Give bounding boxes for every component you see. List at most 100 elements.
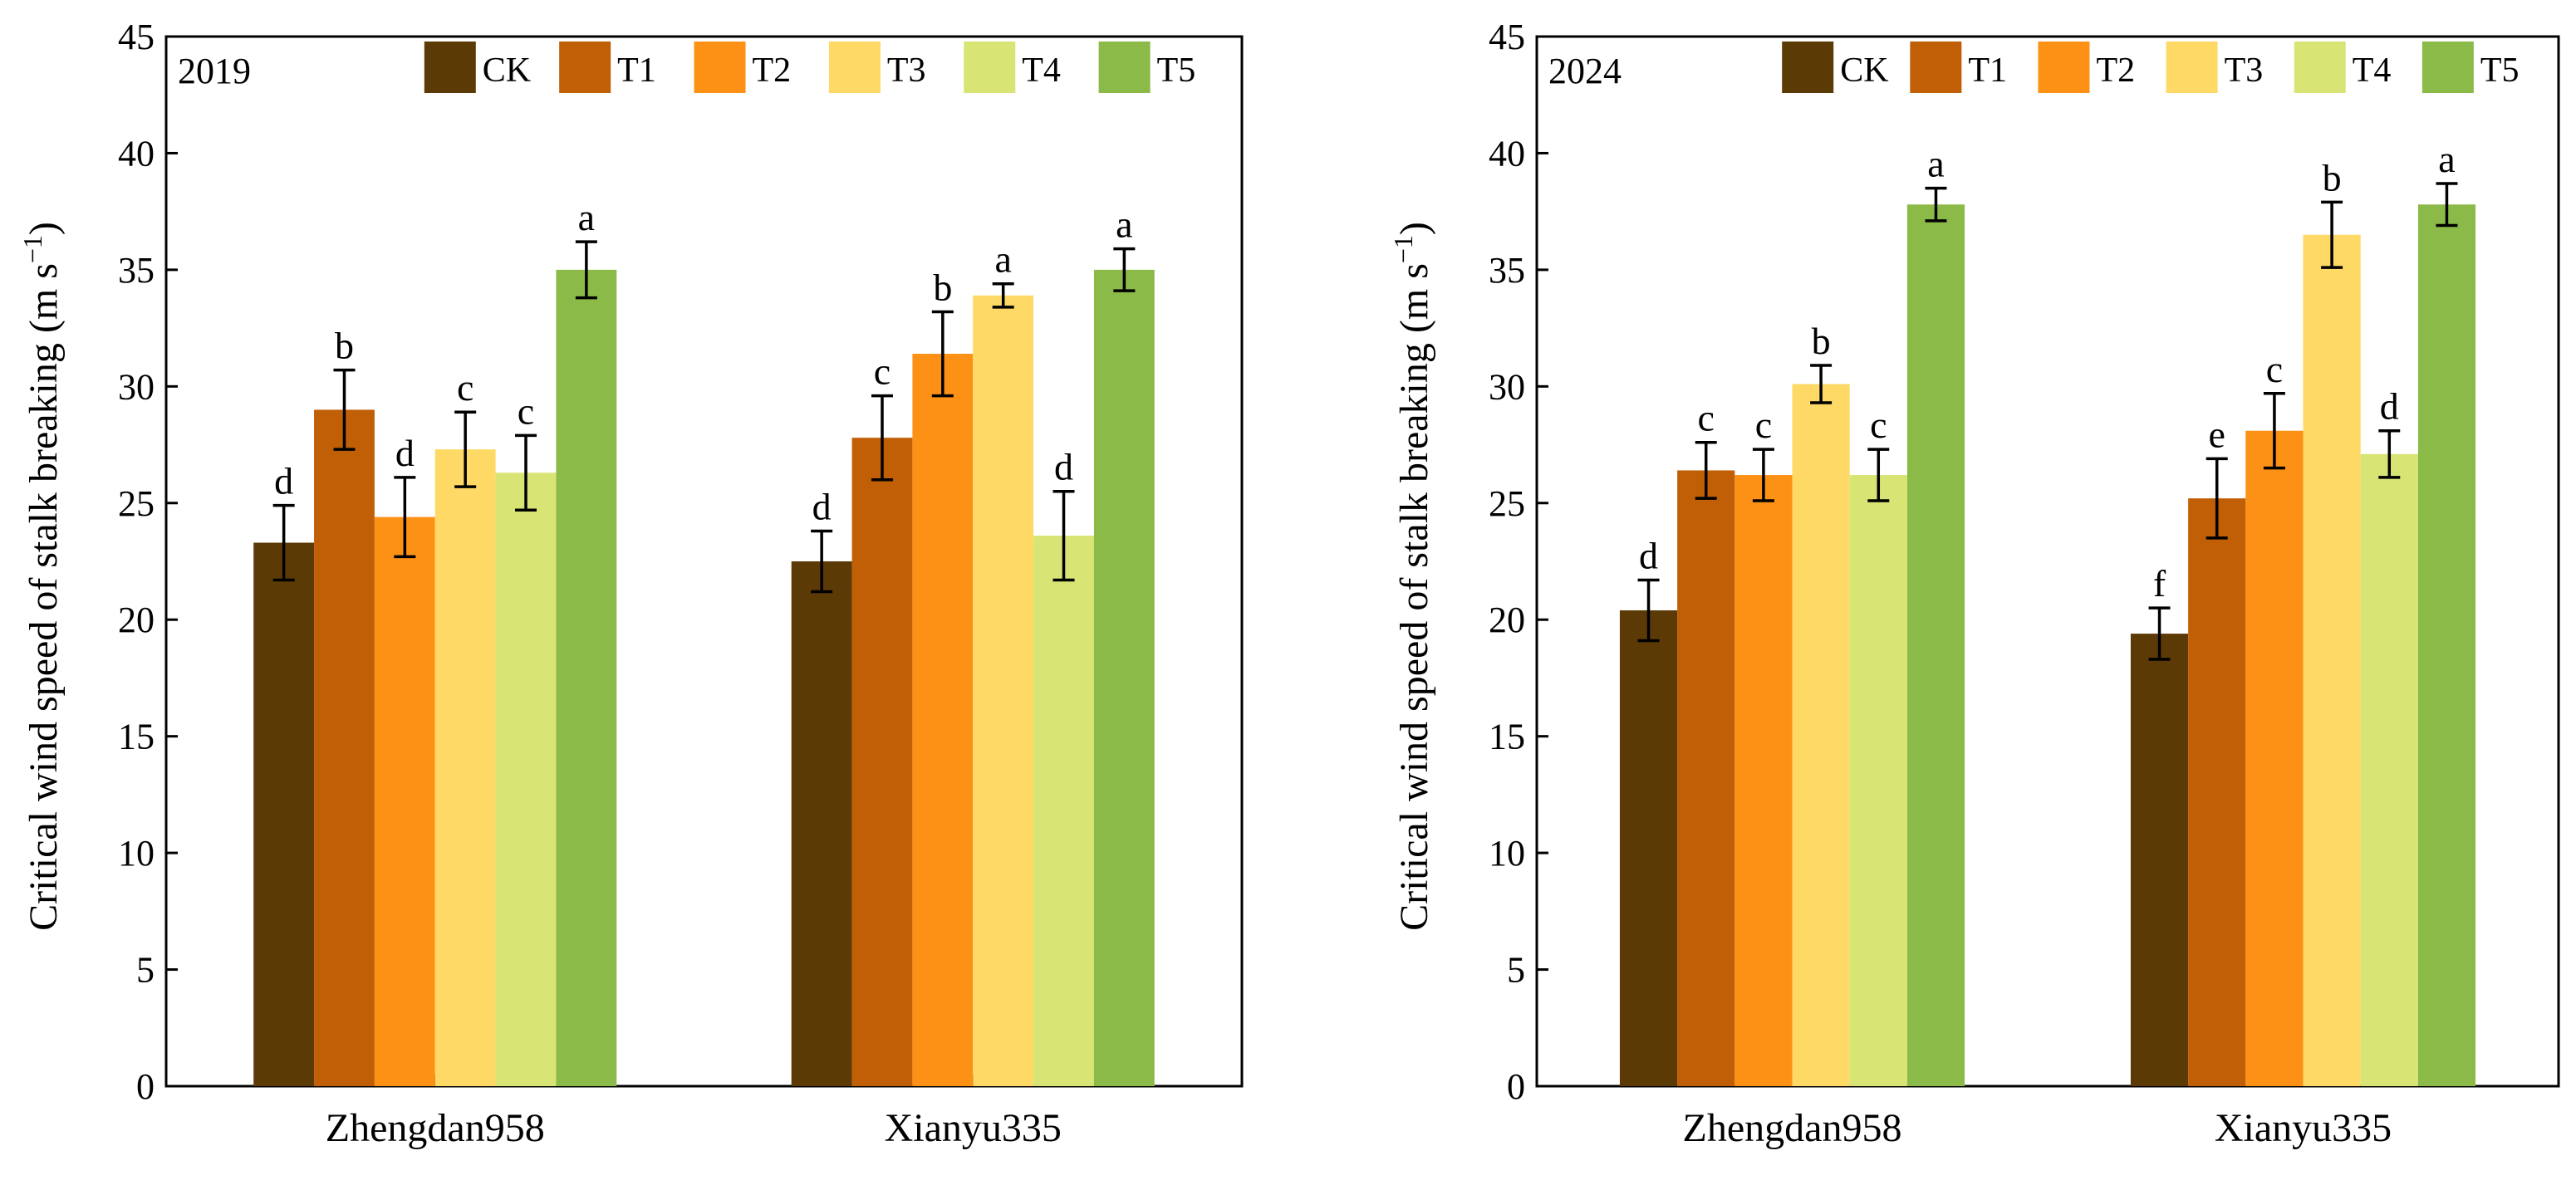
y-tick-label: 5: [136, 950, 155, 991]
legend: CK T1 T2 T3 T4 T5: [424, 42, 1195, 93]
bar-T1-Zhengdan958: [1677, 470, 1735, 1086]
bar-T4-Zhengdan958: [495, 472, 557, 1086]
panel-year-title: 2019: [178, 51, 251, 91]
y-tick-label: 25: [118, 483, 155, 524]
legend-swatch-CK: [424, 42, 476, 93]
bar-T5-Xianyu335: [2417, 204, 2476, 1087]
y-tick-label: 25: [1489, 483, 1525, 524]
legend-swatch-T5: [2421, 42, 2474, 93]
significance-letter: c: [2266, 348, 2283, 390]
bar-T2-Zhengdan958: [1735, 475, 1793, 1086]
legend-swatch-T3: [2166, 42, 2218, 93]
y-tick-label: 30: [1489, 366, 1525, 407]
y-axis-label-close: ): [22, 222, 66, 235]
plot-frame: [164, 35, 1244, 1088]
significance-letter: b: [2323, 156, 2342, 198]
legend-label-T5: T5: [2480, 51, 2520, 90]
legend-label-T1: T1: [1968, 51, 2007, 90]
y-tick-label: 45: [118, 17, 155, 57]
y-tick-label: 5: [1507, 950, 1525, 991]
y-axis-label-close: ): [1392, 222, 1436, 235]
significance-letter: c: [874, 350, 891, 393]
bar-T4-Zhengdan958: [1849, 475, 1907, 1086]
legend-label-T3: T3: [2225, 51, 2264, 90]
significance-letter: d: [395, 432, 415, 474]
legend-swatch-T2: [2038, 42, 2090, 93]
bar-T5-Zhengdan958: [556, 269, 617, 1086]
x-category-label: Zhengdan958: [326, 1106, 545, 1150]
y-tick-label: 10: [1489, 833, 1525, 874]
legend-label-T2: T2: [753, 51, 792, 90]
significance-letter: d: [1639, 534, 1658, 576]
y-tick-label: 20: [1489, 600, 1525, 640]
legend-swatch-CK: [1782, 42, 1834, 93]
y-tick-label: 35: [1489, 250, 1525, 291]
significance-letter: a: [1116, 203, 1132, 246]
legend-swatch-T1: [559, 42, 611, 93]
bar-T2-Xianyu335: [2245, 430, 2304, 1086]
bar-T3-Xianyu335: [2303, 234, 2361, 1086]
plot-frame: [1535, 35, 2560, 1088]
significance-letter: d: [2380, 385, 2399, 428]
legend-label-T3: T3: [887, 51, 926, 90]
legend-label-T1: T1: [617, 51, 656, 90]
y-tick-label: 40: [118, 133, 155, 174]
legend-label-T2: T2: [2096, 51, 2135, 90]
legend-swatch-T3: [828, 42, 881, 93]
significance-letter: a: [578, 196, 595, 238]
legend: CK T1 T2 T3 T4 T5: [1782, 42, 2520, 93]
significance-letter: c: [1870, 404, 1887, 446]
y-tick-label: 15: [118, 717, 155, 757]
legend-label-CK: CK: [1840, 51, 1888, 90]
y-axis-label: Critical wind speed of stalk breaking (m…: [17, 222, 66, 931]
x-category-label: Xianyu335: [885, 1106, 1062, 1150]
legend-label-CK: CK: [483, 51, 531, 90]
bar-CK-Zhengdan958: [1619, 610, 1678, 1086]
significance-letter: c: [457, 366, 473, 409]
chart-panel-2024: 0 5 10 15 20 25 30 35 40 45 Critical wind speed of…: [1388, 17, 2560, 1150]
legend-swatch-T4: [2294, 42, 2346, 93]
x-category-label: Xianyu335: [2215, 1106, 2392, 1150]
significance-letter: d: [1054, 446, 1073, 488]
chart-panel-2019: 0 5 10 15 20 25 30 35 40 45 Critical wind speed of…: [17, 17, 1244, 1150]
significance-letter: c: [518, 389, 534, 432]
legend-swatch-T1: [1910, 42, 1962, 93]
bar-CK-Xianyu335: [791, 561, 852, 1086]
significance-letter: d: [274, 460, 293, 502]
y-tick-label: 10: [118, 833, 155, 874]
significance-letter: a: [2438, 138, 2455, 180]
bar-T1-Xianyu335: [851, 438, 913, 1086]
y-tick-label: 0: [1507, 1066, 1525, 1107]
bar-T3-Zhengdan958: [1792, 384, 1850, 1087]
significance-letter: b: [335, 325, 354, 367]
bar-T1-Xianyu335: [2188, 498, 2246, 1086]
y-tick-label: 15: [1489, 717, 1525, 757]
significance-letter: d: [812, 485, 832, 527]
legend-swatch-T4: [964, 42, 1016, 93]
significance-letter: b: [1812, 320, 1831, 362]
significance-letter: f: [2153, 562, 2166, 605]
y-axis-label-exponent: −1: [17, 235, 47, 263]
bar-T4-Xianyu335: [1033, 536, 1094, 1086]
legend-swatch-T5: [1098, 42, 1151, 93]
legend-label-T5: T5: [1157, 51, 1196, 90]
significance-letter: e: [2209, 413, 2225, 455]
y-tick-label: 20: [118, 600, 155, 640]
significance-letter: b: [933, 266, 952, 308]
y-tick-label: 35: [118, 250, 155, 291]
y-axis-label: Critical wind speed of stalk breaking (m…: [1388, 222, 1436, 931]
x-category-label: Zhengdan958: [1683, 1106, 1902, 1150]
y-tick-label: 0: [136, 1066, 155, 1107]
bar-T5-Xianyu335: [1093, 269, 1155, 1086]
bar-T3-Zhengdan958: [434, 449, 496, 1086]
bar-CK-Zhengdan958: [253, 542, 315, 1086]
y-axis-label-main: Critical wind speed of stalk breaking (m…: [22, 263, 66, 931]
bar-T1-Zhengdan958: [314, 409, 375, 1086]
y-axis-label-exponent: −1: [1388, 235, 1418, 263]
y-tick-label: 30: [118, 366, 155, 407]
significance-letter: c: [1755, 404, 1772, 446]
y-axis-label-main: Critical wind speed of stalk breaking (m…: [1392, 263, 1436, 931]
significance-letter: a: [1927, 143, 1944, 185]
legend-label-T4: T4: [2353, 51, 2392, 90]
